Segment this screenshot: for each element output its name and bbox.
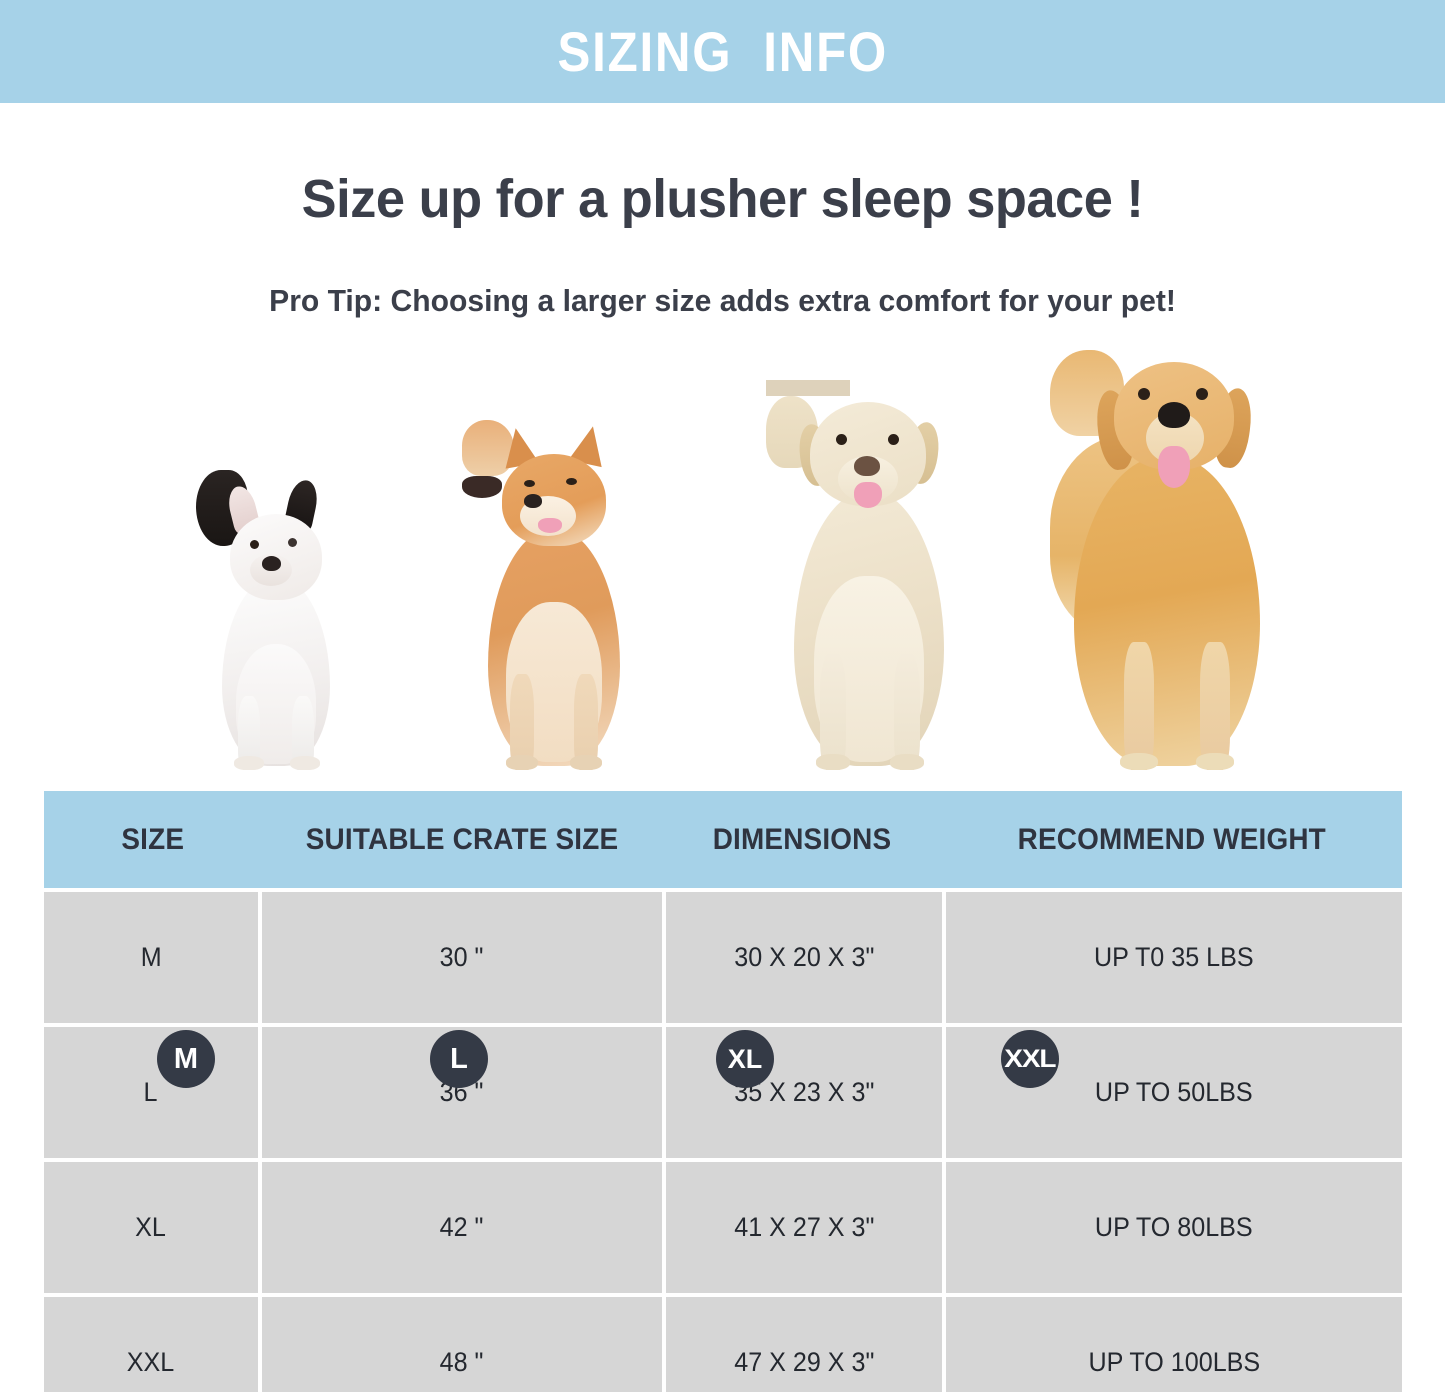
table-row: XL 42 " 41 X 27 X 3" UP TO 80LBS [44,1162,1402,1293]
dog-mouth [462,476,502,498]
cell-size: M [44,892,258,1023]
dog-nose [262,556,281,571]
dog-eye-left [836,434,847,445]
dog-paw-right [1196,753,1234,770]
dog-paw-right [570,755,602,770]
size-badge-xl: XL [716,1030,774,1088]
dog-tongue [854,482,882,508]
dog-front-leg-right [1200,642,1230,770]
table-header-row: SIZE SUITABLE CRATE SIZE DIMENSIONS RECO… [44,791,1402,888]
dog-paw-right [890,754,924,770]
dog-size-comparison: M L XL XXL [0,350,1445,1088]
dog-paw-right [290,756,320,770]
table-header-recommend-weight: RECOMMEND WEIGHT [942,791,1402,888]
sizing-table: SIZE SUITABLE CRATE SIZE DIMENSIONS RECO… [44,791,1402,1392]
dog-nose [854,456,880,476]
dog-tongue [1158,446,1190,488]
cell-dimensions: 41 X 27 X 3" [666,1162,942,1293]
dog-front-leg-right [894,654,920,770]
dog-body [1074,456,1260,766]
dog-paw-left [1120,753,1158,770]
dog-paw-left [816,754,850,770]
size-badge-l: L [430,1030,488,1088]
size-badge-l-label: L [450,1042,468,1075]
cell-crate-size: 30 " [262,892,662,1023]
dog-front-leg-left [510,674,534,770]
dog-eye-right [288,538,297,547]
size-badge-xl-label: XL [727,1043,763,1074]
cell-dimensions: 47 X 29 X 3" [666,1297,942,1392]
dog-hind-leg [462,420,514,476]
cell-dimensions: 30 X 20 X 3" [666,892,942,1023]
cell-recommend-weight: UP TO 100LBS [946,1297,1402,1392]
dog-image-golden-retriever [1050,350,1300,770]
size-badge-m-label: M [173,1042,199,1075]
dog-image-french-bulldog [196,470,356,770]
dog-front-leg-left [1124,642,1154,770]
cell-recommend-weight: UP T0 35 LBS [946,892,1402,1023]
dog-platform [766,380,850,396]
cell-dimensions: 35 X 23 X 3" [666,1027,942,1158]
table-header-dimensions: DIMENSIONS [662,791,942,888]
dog-nose [1158,402,1190,428]
dog-nose [524,494,542,508]
cell-crate-size: 42 " [262,1162,662,1293]
table-header-crate-size: SUITABLE CRATE SIZE [262,791,662,888]
cell-size: XXL [44,1297,258,1392]
dog-front-leg-right [292,696,314,770]
dog-image-shiba-inu [462,420,652,770]
dog-eye-left [524,480,535,487]
dog-eye-right [1196,388,1208,400]
dog-tongue [538,518,562,533]
dog-eye-right [888,434,899,445]
cell-size: L [44,1027,258,1158]
dog-image-labrador [766,380,976,770]
table-header-size: SIZE [44,791,262,888]
dog-paw-left [234,756,264,770]
banner-title: SIZING INFO [557,19,888,83]
dog-eye-left [1138,388,1150,400]
table-row: M 30 " 30 X 20 X 3" UP T0 35 LBS [44,892,1402,1023]
dog-front-leg-left [238,696,260,770]
cell-recommend-weight: UP TO 80LBS [946,1162,1402,1293]
dog-front-leg-right [574,674,598,770]
cell-size: XL [44,1162,258,1293]
page-banner: SIZING INFO [0,0,1445,103]
dog-eye-right [566,478,577,485]
page-subtitle: Pro Tip: Choosing a larger size adds ext… [269,283,1176,318]
dog-front-leg-left [820,654,846,770]
dog-paw-left [506,755,538,770]
cell-crate-size: 48 " [262,1297,662,1392]
page-title: Size up for a plusher sleep space ! [301,169,1144,229]
dog-eye-left [250,540,259,549]
table-row: XXL 48 " 47 X 29 X 3" UP TO 100LBS [44,1297,1402,1392]
size-badge-xxl-label: XXL [1004,1044,1056,1073]
size-badge-xxl: XXL [1001,1030,1059,1088]
size-badge-m: M [157,1030,215,1088]
